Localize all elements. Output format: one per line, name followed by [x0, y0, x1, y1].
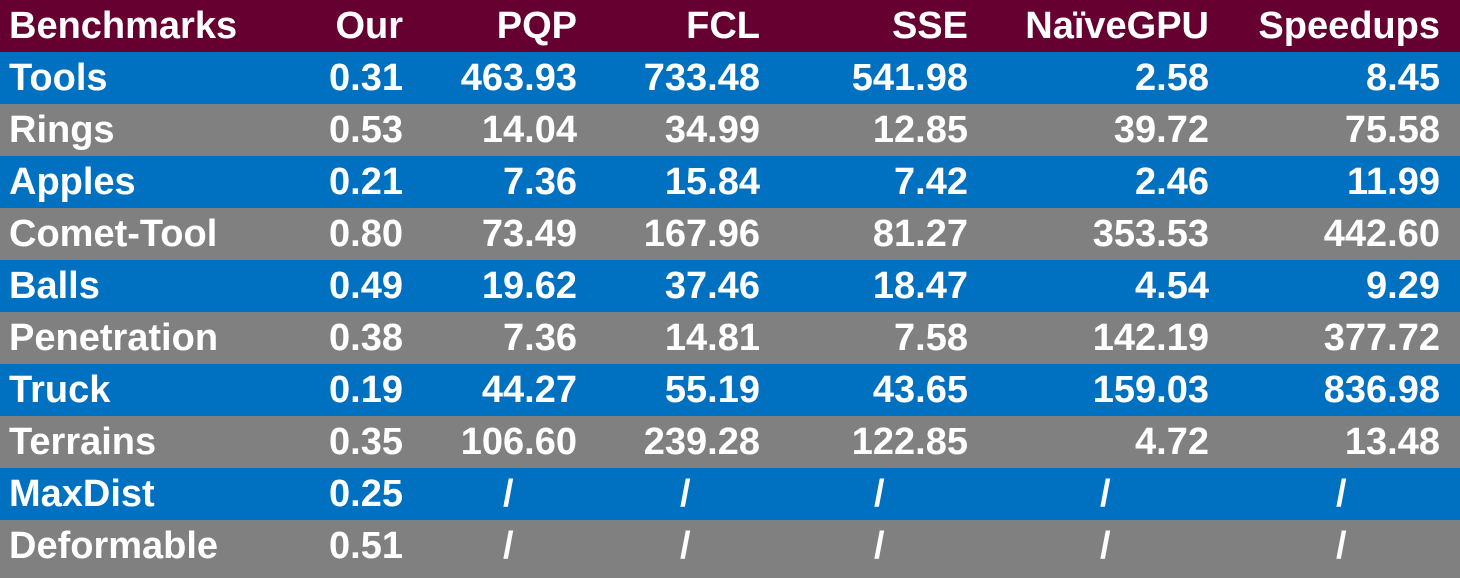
- cell-speedups: 8.45: [1366, 57, 1440, 99]
- table-row: Terrains 0.35 106.60 239.28 122.85 4.72 …: [0, 416, 1460, 468]
- cell-speedups: 442.60: [1323, 213, 1440, 255]
- cell-benchmark: Deformable: [9, 525, 219, 567]
- table-row: MaxDist 0.25 / / / / /: [0, 468, 1460, 520]
- table-row: Tools 0.31 463.93 733.48 541.98 2.58 8.4…: [0, 52, 1460, 104]
- cell-speedups: 836.98: [1323, 369, 1440, 411]
- cell-our: 0.31: [329, 57, 403, 99]
- cell-our: 0.21: [329, 161, 403, 203]
- table-row: Comet-Tool 0.80 73.49 167.96 81.27 353.5…: [0, 208, 1460, 260]
- cell-naivegpu: 39.72: [1113, 109, 1209, 151]
- cell-pqp: 7.36: [503, 317, 577, 359]
- header-speedups: Speedups: [1258, 5, 1440, 47]
- cell-sse: /: [874, 525, 885, 567]
- cell-our: 0.35: [329, 421, 403, 463]
- cell-fcl: 37.46: [664, 265, 760, 307]
- cell-our: 0.53: [329, 109, 403, 151]
- cell-pqp: /: [503, 525, 514, 567]
- cell-fcl: 733.48: [643, 57, 760, 99]
- cell-naivegpu: 353.53: [1092, 213, 1209, 255]
- cell-pqp: 7.36: [503, 161, 577, 203]
- cell-fcl: 15.84: [664, 161, 760, 203]
- cell-sse: 12.85: [872, 109, 968, 151]
- cell-benchmark: Comet-Tool: [9, 213, 218, 255]
- cell-speedups: 11.99: [1347, 161, 1440, 203]
- cell-benchmark: Tools: [9, 57, 108, 99]
- cell-benchmark: MaxDist: [9, 473, 155, 515]
- cell-naivegpu: 2.46: [1135, 161, 1209, 203]
- header-our: Our: [335, 5, 403, 47]
- table-row: Truck 0.19 44.27 55.19 43.65 159.03 836.…: [0, 364, 1460, 416]
- cell-speedups: /: [1336, 473, 1347, 515]
- header-sse: SSE: [891, 5, 968, 47]
- table-row: Rings 0.53 14.04 34.99 12.85 39.72 75.58: [0, 104, 1460, 156]
- cell-naivegpu: /: [1100, 473, 1111, 515]
- cell-pqp: 106.60: [460, 421, 577, 463]
- cell-our: 0.80: [329, 213, 403, 255]
- cell-pqp: /: [503, 473, 514, 515]
- table-header-row: Benchmarks Our PQP FCL SSE NaïveGPU Spee…: [0, 0, 1460, 52]
- cell-fcl: /: [680, 473, 691, 515]
- cell-benchmark: Penetration: [9, 317, 219, 359]
- cell-speedups: 377.72: [1323, 317, 1440, 359]
- header-fcl: FCL: [686, 5, 760, 47]
- cell-pqp: 44.27: [481, 369, 577, 411]
- cell-our: 0.19: [329, 369, 403, 411]
- cell-naivegpu: 159.03: [1092, 369, 1209, 411]
- cell-speedups: /: [1336, 525, 1347, 567]
- header-pqp: PQP: [496, 5, 577, 47]
- cell-fcl: 34.99: [664, 109, 760, 151]
- cell-naivegpu: 142.19: [1092, 317, 1209, 359]
- cell-benchmark: Terrains: [9, 421, 157, 463]
- cell-fcl: 239.28: [643, 421, 760, 463]
- cell-sse: 81.27: [872, 213, 968, 255]
- cell-pqp: 463.93: [460, 57, 577, 99]
- cell-naivegpu: 4.72: [1135, 421, 1209, 463]
- cell-our: 0.49: [329, 265, 403, 307]
- cell-our: 0.25: [329, 473, 403, 515]
- header-naivegpu: NaïveGPU: [1025, 5, 1209, 47]
- cell-sse: 18.47: [872, 265, 968, 307]
- cell-sse: 43.65: [872, 369, 968, 411]
- cell-sse: 122.85: [851, 421, 968, 463]
- table-row: Balls 0.49 19.62 37.46 18.47 4.54 9.29: [0, 260, 1460, 312]
- cell-pqp: 14.04: [481, 109, 577, 151]
- cell-speedups: 13.48: [1344, 421, 1440, 463]
- cell-benchmark: Rings: [9, 109, 115, 151]
- cell-fcl: 167.96: [643, 213, 760, 255]
- cell-sse: 541.98: [851, 57, 968, 99]
- cell-our: 0.51: [329, 525, 403, 567]
- cell-sse: 7.42: [894, 161, 968, 203]
- cell-benchmark: Truck: [9, 369, 111, 411]
- header-benchmarks: Benchmarks: [9, 5, 238, 47]
- cell-benchmark: Balls: [9, 265, 100, 307]
- table-row: Penetration 0.38 7.36 14.81 7.58 142.19 …: [0, 312, 1460, 364]
- cell-speedups: 75.58: [1344, 109, 1440, 151]
- cell-sse: 7.58: [894, 317, 968, 359]
- cell-naivegpu: /: [1100, 525, 1111, 567]
- cell-naivegpu: 4.54: [1135, 265, 1209, 307]
- cell-pqp: 73.49: [481, 213, 577, 255]
- cell-pqp: 19.62: [481, 265, 577, 307]
- cell-benchmark: Apples: [9, 161, 136, 203]
- cell-fcl: 14.81: [664, 317, 760, 359]
- cell-our: 0.38: [329, 317, 403, 359]
- cell-sse: /: [874, 473, 885, 515]
- cell-speedups: 9.29: [1366, 265, 1440, 307]
- cell-fcl: 55.19: [664, 369, 760, 411]
- cell-fcl: /: [680, 525, 691, 567]
- table-row: Deformable 0.51 / / / / /: [0, 520, 1460, 578]
- table-row: Apples 0.21 7.36 15.84 7.42 2.46 11.99: [0, 156, 1460, 208]
- cell-naivegpu: 2.58: [1135, 57, 1209, 99]
